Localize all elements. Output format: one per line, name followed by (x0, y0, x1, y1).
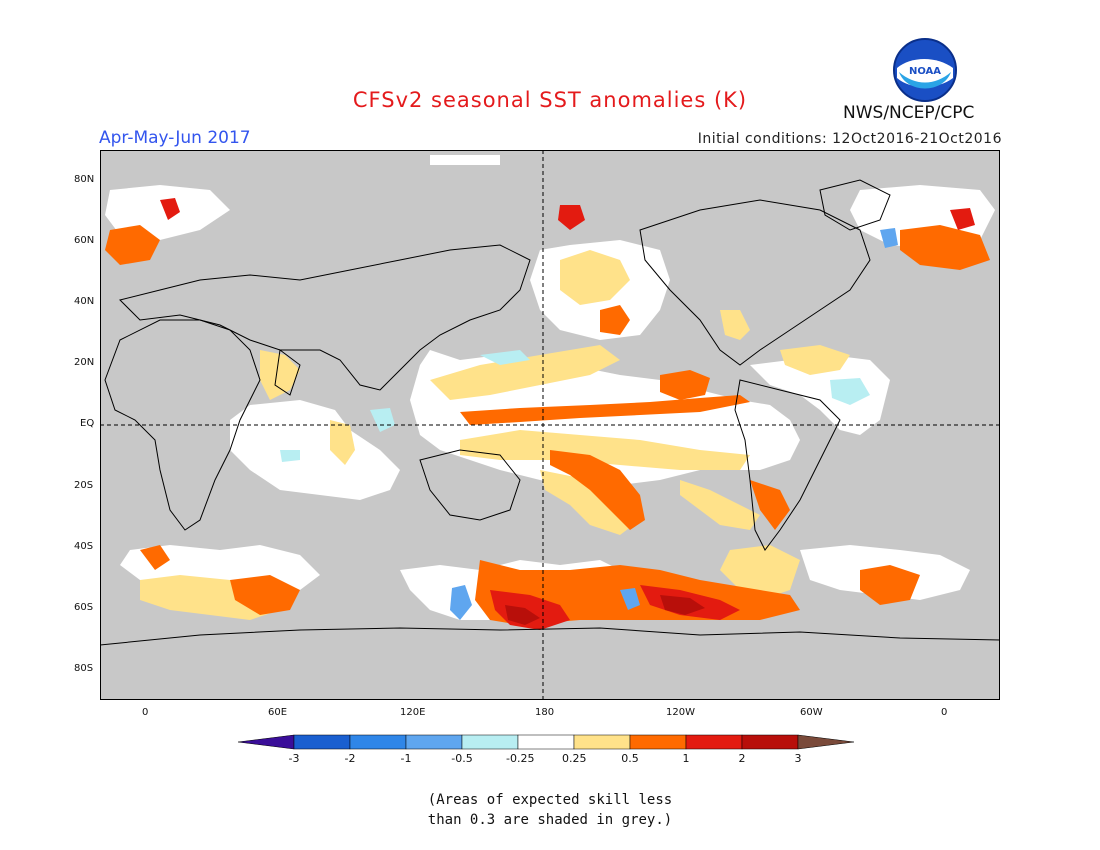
skill-note-line1: (Areas of expected skill less (427, 792, 673, 808)
anomaly-slightly-negative (280, 350, 870, 462)
colorbar-arrow-low (238, 734, 295, 750)
colorbar-label: -3 (288, 752, 300, 765)
colorbar-label: -0.5 (451, 752, 473, 765)
lon-label: 60W (800, 707, 823, 718)
lat-label: 60N (74, 235, 95, 246)
lat-label: EQ (80, 418, 95, 429)
anomaly-negative (450, 228, 898, 620)
colorbar-segment (405, 734, 463, 750)
lat-label: 40N (74, 296, 95, 307)
anomaly-2-3 (505, 595, 705, 625)
sst-anomaly-map (100, 150, 1000, 700)
colorbar-label: 1 (682, 752, 690, 765)
forecast-period: Apr-May-Jun 2017 (99, 128, 251, 148)
colorbar-segment (293, 734, 351, 750)
map-frame (100, 150, 1000, 700)
lon-label: 0 (941, 707, 948, 718)
colorbar-segment (573, 734, 631, 750)
noaa-logo: NOAA (893, 38, 957, 102)
lat-label: 40S (74, 541, 94, 552)
lon-label: 120E (400, 707, 426, 718)
lon-label: 60E (268, 707, 288, 718)
lat-label: 60S (74, 602, 94, 613)
colorbar (238, 734, 855, 750)
skill-note-line2: than 0.3 are shaded in grey.) (427, 812, 673, 828)
lon-label: 0 (142, 707, 149, 718)
map-title: CFSv2 seasonal SST anomalies (K) (352, 88, 748, 112)
colorbar-arrow-high (797, 734, 855, 750)
lat-label: 20N (74, 357, 95, 368)
lon-label: 120W (666, 707, 695, 718)
colorbar-label: -0.25 (506, 752, 535, 765)
coastlines (100, 179, 1000, 646)
colorbar-label: 3 (794, 752, 802, 765)
lat-label: 80S (74, 663, 94, 674)
lat-label: 80N (74, 174, 95, 185)
logo-text: NOAA (909, 66, 941, 77)
lon-label: 180 (535, 707, 555, 718)
colorbar-label: -1 (400, 752, 412, 765)
colorbar-segment (349, 734, 407, 750)
initial-conditions: Initial conditions: 12Oct2016-21Oct2016 (697, 131, 1002, 147)
colorbar-label: 0.25 (562, 752, 587, 765)
agency-label: NWS/NCEP/CPC (843, 103, 975, 123)
colorbar-segment (741, 734, 799, 750)
colorbar-segment (685, 734, 743, 750)
colorbar-segment (629, 734, 687, 750)
colorbar-label: 0.5 (621, 752, 639, 765)
colorbar-segment (461, 734, 519, 750)
colorbar-label: 2 (738, 752, 746, 765)
colorbar-segment (517, 734, 575, 750)
colorbar-label: -2 (344, 752, 356, 765)
lat-label: 20S (74, 480, 94, 491)
